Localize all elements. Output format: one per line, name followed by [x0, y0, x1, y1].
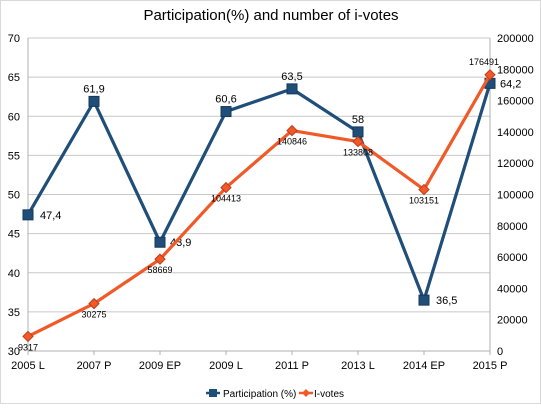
series-line: [27, 73, 492, 338]
right-tick-label: 160000: [497, 96, 534, 108]
left-tick-label: 30: [8, 346, 20, 358]
legend-label-participation: Participation (%): [223, 389, 296, 400]
data-point-square: [352, 126, 364, 138]
left-tick-label: 35: [8, 307, 20, 319]
x-tick-label: 2009 EP: [139, 360, 181, 372]
data-point-square: [88, 95, 100, 107]
data-point-diamond: [286, 124, 298, 137]
data-label: 133808: [343, 148, 373, 158]
chart-title: Participation(%) and number of i-votes: [143, 7, 398, 24]
x-tick-label: 2015 P: [473, 360, 508, 372]
right-tick-label: 80000: [497, 221, 528, 233]
data-label: 58669: [147, 265, 172, 275]
legend: Participation (%) I-votes: [206, 389, 344, 400]
series-line: [26, 82, 492, 302]
data-point-diamond: [22, 330, 34, 343]
data-label: 140846: [277, 137, 307, 147]
data-point-square: [154, 236, 166, 248]
x-tick-label: 2005 L: [11, 360, 45, 372]
data-point-square: [286, 83, 298, 95]
right-tick-label: 120000: [497, 158, 534, 170]
data-label: 176491: [469, 57, 499, 67]
grid-lines: [28, 37, 490, 352]
data-label: 36,5: [436, 295, 457, 307]
data-label: 103151: [409, 196, 439, 206]
data-label: 47,4: [40, 210, 61, 222]
right-tick-label: 60000: [497, 252, 528, 264]
x-tick-label: 2013 L: [341, 360, 375, 372]
data-label: 30275: [81, 310, 106, 320]
legend-label-i-votes: I-votes: [314, 389, 344, 400]
data-label: 64,2: [500, 78, 521, 90]
right-tick-label: 0: [497, 346, 503, 358]
data-point-diamond: [484, 69, 496, 81]
x-tick-label: 2007 P: [77, 360, 112, 372]
right-axis-ticks: 0 20000 40000 60000 80000 100000 120000 140000 1…: [497, 33, 534, 358]
right-tick-label: 140000: [497, 127, 534, 139]
legend-marker-participation: [209, 389, 217, 397]
data-label: 60,6: [215, 94, 236, 106]
right-tick-label: 180000: [497, 64, 534, 76]
left-tick-label: 45: [8, 229, 20, 241]
data-point-diamond: [88, 297, 100, 310]
right-tick-label: 100000: [497, 190, 534, 202]
left-tick-label: 60: [8, 111, 20, 123]
data-label: 63,5: [281, 71, 302, 83]
data-point-diamond: [220, 181, 232, 194]
data-point-square: [220, 106, 232, 118]
left-tick-label: 65: [8, 72, 20, 84]
right-tick-label: 20000: [497, 315, 528, 327]
right-tick-label: 40000: [497, 283, 528, 295]
x-tick-label: 2009 L: [209, 360, 243, 372]
left-tick-label: 55: [8, 150, 20, 162]
axes: [27, 38, 491, 355]
data-label: 58: [352, 114, 364, 126]
data-label: 104413: [211, 194, 241, 204]
legend-marker-i-votes: [302, 389, 310, 397]
series-i-votes: 9317 30275 58669 104413 140846 133808 103151 17…: [18, 57, 499, 353]
data-point-square: [418, 294, 430, 306]
left-tick-label: 40: [8, 268, 20, 280]
data-point-diamond: [352, 135, 364, 148]
data-label: 61,9: [83, 83, 104, 95]
x-tick-label: 2014 EP: [403, 360, 445, 372]
left-axis-ticks: 30 35 40 45 50 55 60 65 70: [8, 33, 20, 358]
data-point-diamond: [154, 253, 166, 265]
left-tick-label: 50: [8, 190, 20, 202]
data-point-square: [22, 209, 34, 221]
data-point-diamond: [418, 183, 430, 196]
x-tick-label: 2011 P: [275, 360, 309, 372]
data-label: 9317: [18, 342, 38, 352]
x-axis-ticks: 2005 L 2007 P 2009 EP 2009 L 2011 P 2013 L 201…: [11, 360, 507, 372]
series-group: 47,461,943,960,663,55836,564,29317302755…: [18, 57, 521, 353]
right-tick-label: 200000: [497, 33, 534, 45]
left-tick-label: 70: [8, 33, 20, 45]
